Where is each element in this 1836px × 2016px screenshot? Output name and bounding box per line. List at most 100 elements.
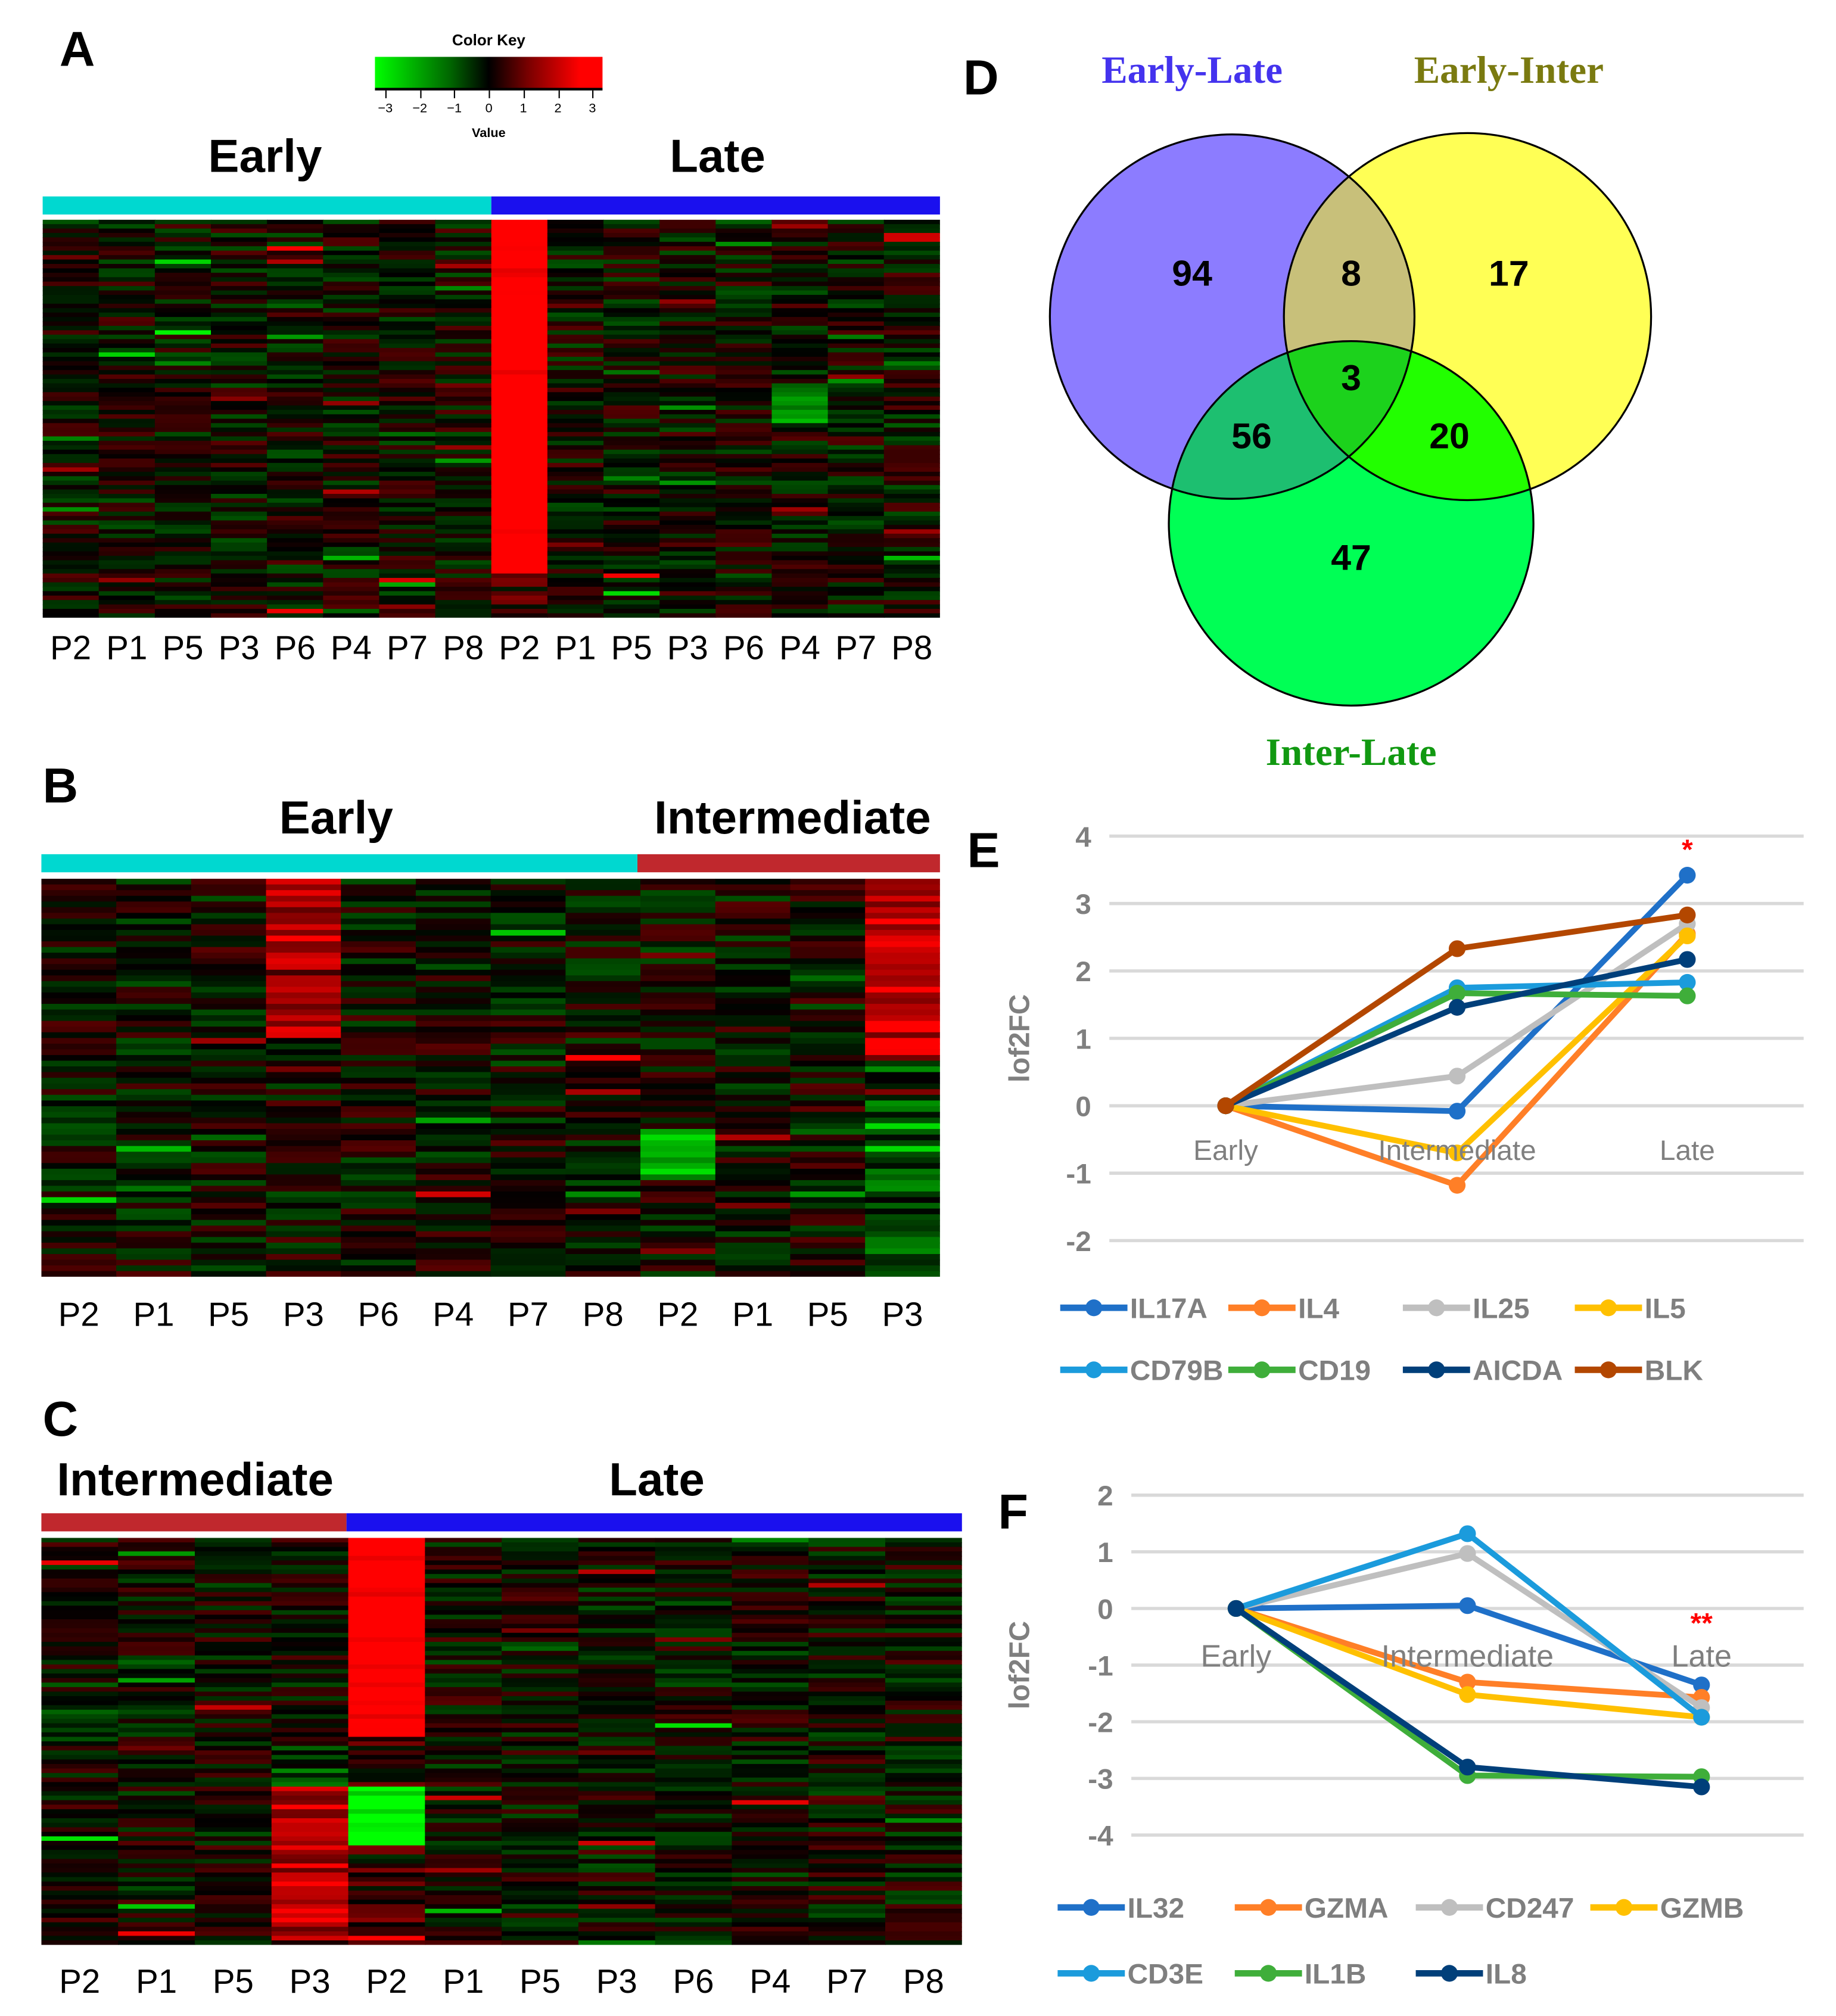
heatmap-cell: [425, 1555, 503, 1561]
heatmap-cell: [323, 538, 380, 543]
heatmap-cell: [603, 392, 661, 397]
heatmap-cell: [885, 1696, 962, 1701]
heatmap-cell: [490, 1112, 567, 1119]
heatmap-cell: [808, 1719, 886, 1724]
heatmap-cell: [865, 969, 940, 976]
heatmap-cell: [491, 259, 548, 265]
heatmap-cell: [502, 1632, 579, 1638]
heatmap-cell: [883, 555, 940, 561]
heatmap-cell: [195, 1796, 272, 1801]
panel-label-d: D: [963, 51, 999, 106]
heatmap-cell: [267, 454, 324, 459]
heatmap-cell: [195, 1673, 272, 1679]
heatmap-cell: [41, 1813, 119, 1819]
heatmap-cell: [808, 1678, 886, 1684]
heatmap-cell: [435, 564, 492, 570]
heatmap-cell: [154, 312, 212, 318]
heatmap-cell: [211, 325, 268, 331]
heatmap-cell: [715, 440, 773, 446]
heatmap-cell: [98, 396, 155, 402]
heatmap-cell: [435, 401, 492, 406]
heatmap-cell: [323, 343, 380, 349]
heatmap-cell: [435, 440, 492, 446]
heatmap-cell: [348, 1782, 426, 1788]
heatmap-cell: [154, 511, 212, 517]
heatmap-cell: [379, 609, 436, 614]
heatmap-cell: [435, 392, 492, 397]
heatmap-cell: [379, 471, 436, 477]
heatmap-cell: [42, 533, 99, 539]
heatmap-cell: [191, 1123, 267, 1130]
heatmap-cell: [435, 290, 492, 296]
heatmap-cell: [323, 467, 380, 472]
heatmap-cell: [715, 890, 791, 897]
heatmap-cell: [116, 1123, 192, 1130]
heatmap-cell: [502, 1597, 579, 1602]
heatmap-cell: [659, 343, 717, 349]
heatmap-cell: [379, 281, 436, 287]
heatmap-cell: [323, 613, 380, 618]
heatmap-cell: [603, 224, 661, 229]
heatmap-cell: [865, 929, 940, 937]
heatmap-cell: [603, 480, 661, 486]
heatmap-cell: [42, 361, 99, 366]
heatmap-cell: [732, 1651, 810, 1656]
heatmap-cell: [715, 476, 773, 481]
data-point: [1459, 1759, 1476, 1776]
heatmap-cell: [41, 1117, 117, 1124]
heatmap-cell: [323, 414, 380, 419]
heatmap-cell: [323, 370, 380, 375]
heatmap-cell: [732, 1592, 810, 1598]
heatmap-cell: [790, 879, 866, 885]
heatmap-cell: [211, 299, 268, 304]
legend-item: CD79B: [1060, 1355, 1223, 1387]
heatmap-cell: [42, 379, 99, 384]
heatmap-cell: [547, 485, 605, 490]
heatmap-cell: [808, 1641, 886, 1647]
heatmap-cell: [732, 1542, 810, 1548]
heatmap-cell: [659, 586, 717, 592]
heatmap-cell: [547, 564, 605, 570]
heatmap-cell: [771, 392, 829, 397]
heatmap-cell: [578, 1796, 656, 1801]
heatmap-cell: [341, 1214, 417, 1221]
heatmap-cell: [41, 1836, 119, 1842]
heatmap-cell: [118, 1773, 196, 1778]
heatmap-cell: [435, 432, 492, 437]
heatmap-cell: [348, 1632, 426, 1638]
heatmap-cell: [565, 1083, 642, 1090]
heatmap-cell: [808, 1696, 886, 1701]
heatmap-cell: [885, 1651, 962, 1656]
heatmap-cell: [41, 1592, 119, 1598]
heatmap-cell: [42, 277, 99, 282]
heatmap-cell: [154, 551, 212, 557]
heatmap-cell: [578, 1660, 656, 1666]
heatmap-cell: [425, 1836, 503, 1842]
heatmap-cell: [41, 1881, 119, 1887]
heatmap-cell: [154, 418, 212, 424]
heatmap-cell: [379, 414, 436, 419]
heatmap-cell: [715, 1043, 791, 1050]
heatmap-cell: [790, 924, 866, 931]
heatmap-cell: [348, 1940, 426, 1945]
heatmap-cell: [348, 1877, 426, 1883]
heatmap-cell: [41, 1732, 119, 1738]
heatmap-cell: [379, 303, 436, 309]
heatmap-cell: [885, 1641, 962, 1647]
heatmap-cell: [490, 1168, 567, 1175]
heatmap-cell: [379, 228, 436, 234]
heatmap-cell: [883, 551, 940, 557]
heatmap-cell: [435, 405, 492, 411]
heatmap-cell: [195, 1646, 272, 1652]
heatmap-cell: [603, 308, 661, 313]
y-tick-label: 1: [1075, 1023, 1091, 1055]
heatmap-cell: [191, 890, 267, 897]
heatmap-cell: [827, 471, 885, 477]
heatmap-cell: [42, 511, 99, 517]
heatmap-cell: [808, 1709, 886, 1715]
heatmap-cell: [883, 246, 940, 251]
heatmap-cell: [435, 259, 492, 265]
heatmap-cell: [195, 1732, 272, 1738]
heatmap-cell: [118, 1569, 196, 1575]
